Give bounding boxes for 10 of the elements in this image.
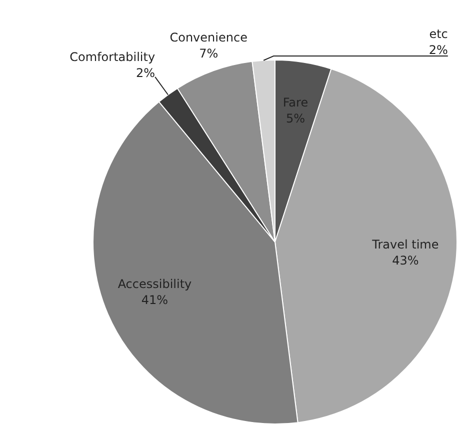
slice-label: Accessibility	[118, 277, 192, 292]
slice-label: Travel time	[371, 237, 439, 252]
slice-label: Comfortability	[70, 50, 156, 64]
slice-label: etc	[429, 27, 448, 41]
data-label: 43%	[392, 253, 419, 268]
data-label: 7%	[199, 46, 218, 61]
data-label: 2%	[428, 43, 448, 57]
data-label: 41%	[141, 293, 168, 308]
data-label: 2%	[136, 66, 156, 80]
slice-label: Convenience	[170, 30, 248, 45]
